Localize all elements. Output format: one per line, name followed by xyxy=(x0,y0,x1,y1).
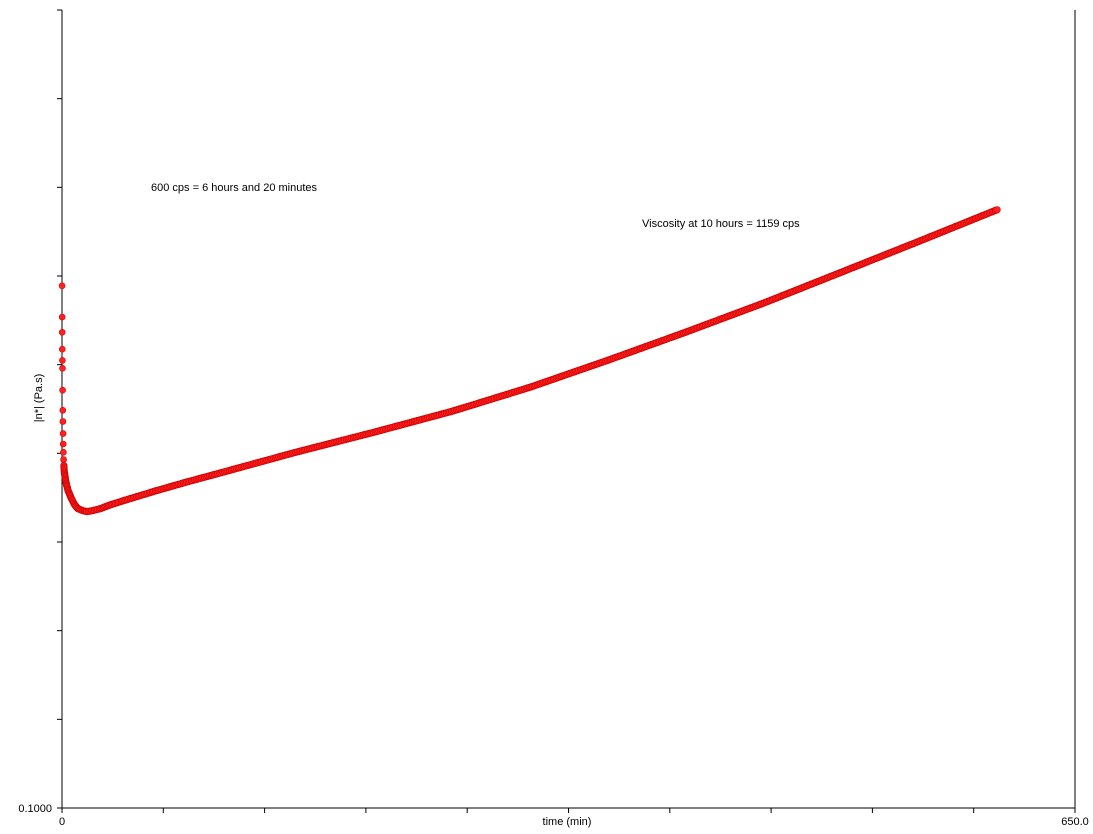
axes xyxy=(61,10,1076,809)
data-point xyxy=(993,206,1001,214)
data-point xyxy=(58,328,66,336)
x-axis-label: time (min) xyxy=(543,816,592,828)
data-point xyxy=(60,448,67,456)
data-point xyxy=(59,440,67,448)
data-point xyxy=(59,357,66,364)
data-point xyxy=(59,364,66,372)
data-point xyxy=(59,418,67,425)
x-ticks xyxy=(61,808,1076,813)
y-tick-label-min: 0.1000 xyxy=(18,803,52,815)
x-tick-label-min: 0 xyxy=(59,816,65,828)
annotation-viscosity-10h: Viscosity at 10 hours = 1159 cps xyxy=(642,218,800,230)
data-point xyxy=(60,456,67,463)
annotation-600-cps: 600 cps = 6 hours and 20 minutes xyxy=(151,182,318,194)
y-ticks xyxy=(57,9,62,809)
series-points xyxy=(58,206,1001,516)
data-point xyxy=(58,313,66,321)
data-point xyxy=(59,386,66,394)
data-point xyxy=(59,406,67,414)
data-point xyxy=(59,430,67,437)
data-point xyxy=(58,345,66,353)
y-axis-label: |n*| (Pa.s) xyxy=(33,374,45,423)
data-point xyxy=(58,282,66,290)
x-tick-label-max: 650.0 xyxy=(1061,816,1089,828)
